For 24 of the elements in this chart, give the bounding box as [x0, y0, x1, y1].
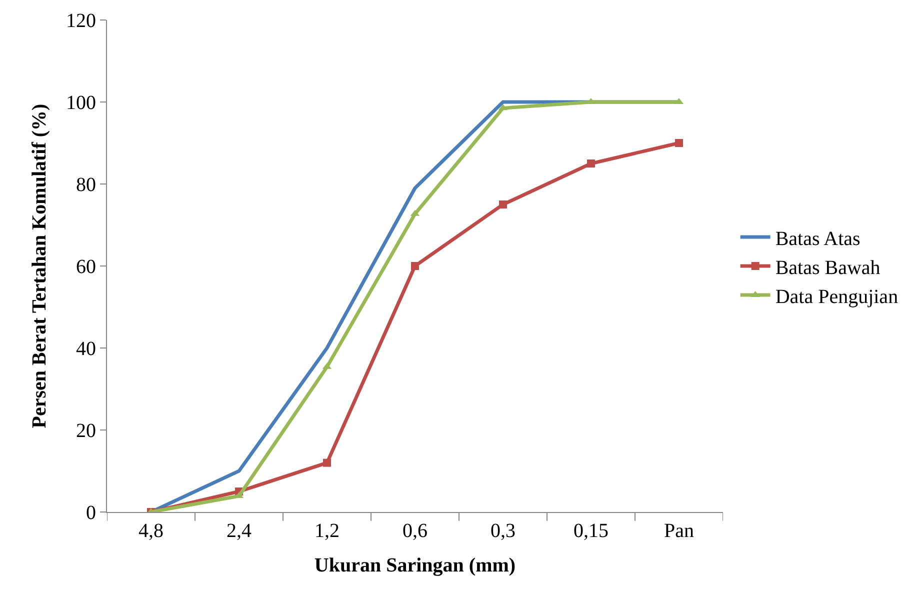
- x-axis-title: Ukuran Saringan (mm): [314, 554, 516, 576]
- x-tick-label: 0,3: [490, 520, 516, 542]
- point: [323, 458, 331, 467]
- x-tick-label: Pan: [664, 520, 694, 542]
- x-tick-label: 1,2: [314, 520, 340, 542]
- y-tick-label: 80: [76, 174, 96, 196]
- point: [675, 139, 683, 147]
- x-tick-label: 0,15: [574, 520, 608, 542]
- x-tick-label: 4,8: [138, 520, 164, 542]
- y-tick-label: 0: [86, 502, 96, 524]
- y-tick-label: 40: [76, 338, 96, 360]
- point: [587, 160, 595, 168]
- y-tick-label: 60: [76, 256, 96, 278]
- point: [411, 262, 419, 270]
- legend-label: Batas Atas: [775, 228, 861, 250]
- y-axis-title: Persen Berat Tertahan Komulatif (%): [28, 104, 50, 428]
- x-tick-label: 2,4: [226, 520, 252, 542]
- y-tick-label: 120: [66, 10, 96, 32]
- x-tick-label: 0,6: [402, 520, 428, 542]
- y-tick-label: 100: [66, 92, 96, 114]
- point: [499, 200, 507, 208]
- legend-label: Batas Bawah: [775, 256, 880, 279]
- y-tick-label: 20: [76, 420, 96, 442]
- legend-label: Data Pengujian: [775, 286, 898, 308]
